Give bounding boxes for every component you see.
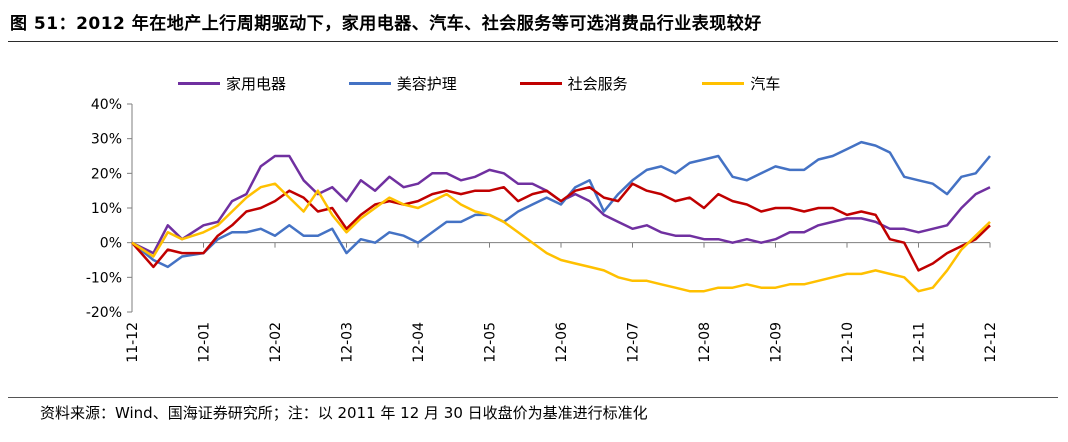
footer-divider bbox=[8, 397, 1058, 398]
x-tick-label: 12-05 bbox=[483, 322, 499, 363]
legend-swatch-beauty-care bbox=[348, 82, 391, 85]
y-tick-label: 0% bbox=[100, 236, 122, 252]
x-tick-label: 12-07 bbox=[626, 322, 642, 363]
x-tick-label: 11-12 bbox=[125, 322, 141, 363]
x-tick-label: 12-10 bbox=[840, 322, 856, 363]
legend-item-home-appliances: 家用电器 bbox=[178, 73, 286, 94]
legend-label-beauty-care: 美容护理 bbox=[396, 75, 457, 93]
legend-item-auto: 汽车 bbox=[702, 73, 780, 94]
x-tick-label: 12-06 bbox=[554, 322, 570, 363]
x-tick-label: 12-08 bbox=[697, 322, 713, 363]
series-line-1 bbox=[131, 140, 991, 269]
x-tick-label: 12-12 bbox=[983, 322, 999, 363]
x-tick-label: 12-03 bbox=[340, 322, 356, 363]
y-tick-label: 10% bbox=[91, 201, 122, 217]
x-tick-label: 12-01 bbox=[197, 322, 213, 363]
source-note: 资料来源：Wind、国海证券研究所；注：以 2011 年 12 月 30 日收盘… bbox=[40, 404, 648, 422]
series-line-3 bbox=[131, 182, 991, 293]
legend-swatch-social-services bbox=[519, 82, 562, 85]
title-divider bbox=[8, 41, 1058, 42]
legend-item-beauty-care: 美容护理 bbox=[348, 73, 457, 94]
legend-label-home-appliances: 家用电器 bbox=[226, 75, 287, 93]
y-tick-label: 20% bbox=[91, 166, 122, 182]
series-line-2 bbox=[131, 182, 991, 272]
y-tick-label: 30% bbox=[91, 132, 122, 148]
x-tick-label: 12-09 bbox=[769, 322, 785, 363]
legend-label-auto: 汽车 bbox=[750, 75, 781, 93]
legend-label-social-services: 社会服务 bbox=[567, 75, 628, 93]
x-tick-label: 12-02 bbox=[268, 322, 284, 363]
x-tick-label: 12-04 bbox=[411, 322, 427, 363]
legend-item-social-services: 社会服务 bbox=[519, 73, 628, 94]
line-chart: -20% -10% 0% 10% 20% 30% 40% 11-12 12-01 12-02 12-… bbox=[86, 97, 999, 363]
y-tick-label: -20% bbox=[86, 305, 122, 321]
chart-legend: 家用电器 美容护理 社会服务 汽车 bbox=[178, 71, 780, 94]
x-tick-label: 12-11 bbox=[912, 322, 928, 363]
chart-title: 图 51：2012 年在地产上行周期驱动下，家用电器、汽车、社会服务等可选消费品… bbox=[10, 14, 762, 34]
chart-axes: -20% -10% 0% 10% 20% 30% 40% 11-12 12-01 12-02 12-… bbox=[86, 97, 999, 363]
legend-swatch-auto bbox=[702, 82, 745, 85]
y-tick-label: 40% bbox=[91, 97, 122, 113]
legend-swatch-home-appliances bbox=[178, 82, 220, 85]
y-tick-label: -10% bbox=[86, 270, 122, 286]
chart-plot-area bbox=[131, 140, 991, 293]
